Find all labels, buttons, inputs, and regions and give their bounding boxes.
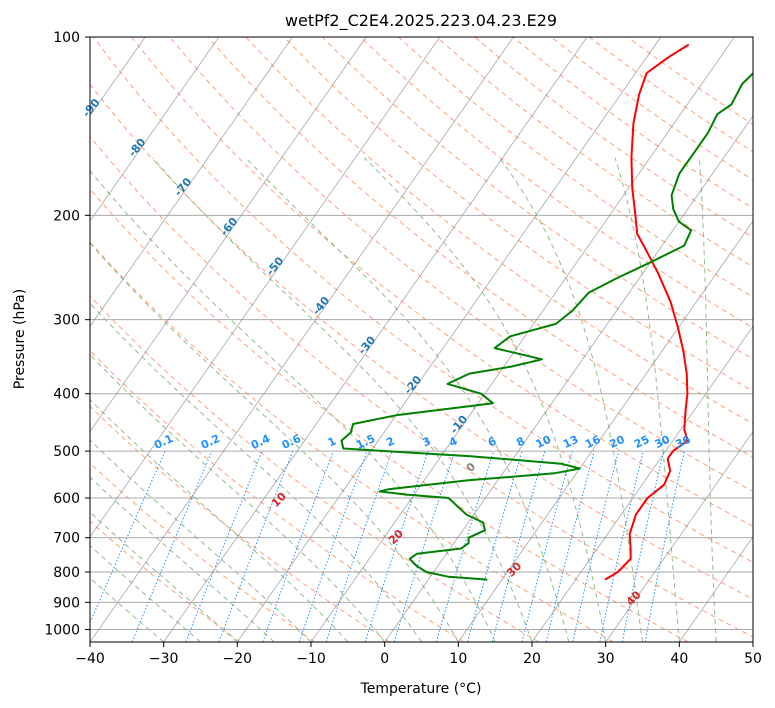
isotherm-line xyxy=(90,37,293,327)
x-tick-label: 50 xyxy=(744,651,762,667)
dry-adiabat-line xyxy=(90,83,753,600)
y-tick-label: 100 xyxy=(53,30,80,46)
mixing-ratio-line xyxy=(131,450,213,642)
y-axis: 100 200 300 400 500 600 700 800 900 1000 xyxy=(44,30,90,638)
mixing-ratio-line xyxy=(90,450,166,625)
mixing-ratio-line xyxy=(325,450,393,642)
chart-title: wetPf2_C2E4.2025.223.04.23.E29 xyxy=(285,11,557,31)
dry-adiabat-line xyxy=(90,462,315,642)
isotherm-line xyxy=(531,325,753,642)
x-tick-label: −40 xyxy=(75,651,105,667)
mixing-ratio-line xyxy=(218,450,294,642)
mixing-ratio-line xyxy=(262,450,334,642)
isotherm-line xyxy=(384,115,753,642)
mixing-ratio-label: 30 xyxy=(653,433,673,451)
dry-adiabat-line xyxy=(360,37,753,329)
isotherm-line xyxy=(237,37,662,642)
isotherm-line xyxy=(163,37,588,642)
mixing-ratio-label: 25 xyxy=(632,433,651,451)
x-axis: −40 −30 −20 −10 0 10 20 30 40 50 xyxy=(75,642,762,667)
y-tick-label: 900 xyxy=(53,595,80,611)
mixing-ratio-line xyxy=(644,450,685,642)
plot-frame xyxy=(89,36,754,643)
mixing-ratio-label: 16 xyxy=(583,433,603,451)
sounding-series-line-2 xyxy=(340,71,753,581)
y-tick-label: 600 xyxy=(53,491,80,507)
mixing-ratio-label: 20 xyxy=(607,433,627,451)
mixing-ratio-line xyxy=(298,450,368,642)
x-tick-label: 0 xyxy=(380,651,389,667)
background-lines xyxy=(90,37,753,642)
dry-adiabat-line xyxy=(90,295,540,642)
y-tick-label: 300 xyxy=(53,313,80,329)
dry-adiabat-line xyxy=(90,241,614,642)
moist-adiabat-line xyxy=(152,157,533,642)
mixing-ratio-line xyxy=(521,450,573,642)
isotherm-line xyxy=(458,220,753,642)
y-tick-label: 200 xyxy=(53,208,80,224)
x-tick-label: 30 xyxy=(597,651,615,667)
mixing-ratio-label: 36 xyxy=(673,433,693,451)
mixing-ratio-label: 13 xyxy=(561,433,580,451)
x-tick-label: 10 xyxy=(449,651,467,667)
dry-adiabat-line xyxy=(90,350,465,642)
mixing-ratio-label: 10 xyxy=(534,433,554,451)
moist-adiabat-line xyxy=(90,169,496,642)
x-tick-label: 40 xyxy=(670,651,688,667)
mixing-ratio-line xyxy=(435,450,495,642)
y-tick-label: 1000 xyxy=(44,622,80,638)
isotherm-line xyxy=(90,37,514,642)
y-tick-label: 700 xyxy=(53,531,80,547)
dry-adiabat-line xyxy=(245,37,753,425)
y-tick-label: 400 xyxy=(53,387,80,403)
x-tick-label: −20 xyxy=(223,651,253,667)
y-axis-label: Pressure (hPa) xyxy=(12,289,28,389)
x-tick-label: −30 xyxy=(149,651,179,667)
isotherm-line xyxy=(310,37,735,642)
mixing-ratio-line xyxy=(599,450,644,642)
isotherm-line xyxy=(90,37,220,222)
dry-adiabat-line xyxy=(90,405,390,642)
dry-adiabat-line xyxy=(321,37,753,360)
mixing-ratio-line xyxy=(185,450,263,642)
x-tick-label: −10 xyxy=(296,651,326,667)
isotherm-line xyxy=(90,37,367,433)
x-tick-label: 20 xyxy=(523,651,541,667)
plot-area xyxy=(90,37,753,642)
data-series xyxy=(340,43,753,581)
x-axis-label: Temperature (°C) xyxy=(360,681,482,697)
sounding-series-line-1 xyxy=(604,43,690,581)
isotherm-line xyxy=(605,430,753,642)
y-tick-label: 800 xyxy=(53,565,80,581)
mixing-ratio-line xyxy=(572,450,620,642)
dry-adiabat-line xyxy=(131,37,753,527)
mixing-ratio-line xyxy=(621,450,665,642)
dry-adiabat-line xyxy=(90,188,689,642)
y-tick-label: 500 xyxy=(53,444,80,460)
moist-adiabat-line xyxy=(90,353,386,642)
mixing-ratio-line xyxy=(467,450,523,642)
dry-adiabat-line xyxy=(169,37,753,492)
isotherm-line xyxy=(679,536,753,642)
isotherm-line xyxy=(90,37,441,538)
